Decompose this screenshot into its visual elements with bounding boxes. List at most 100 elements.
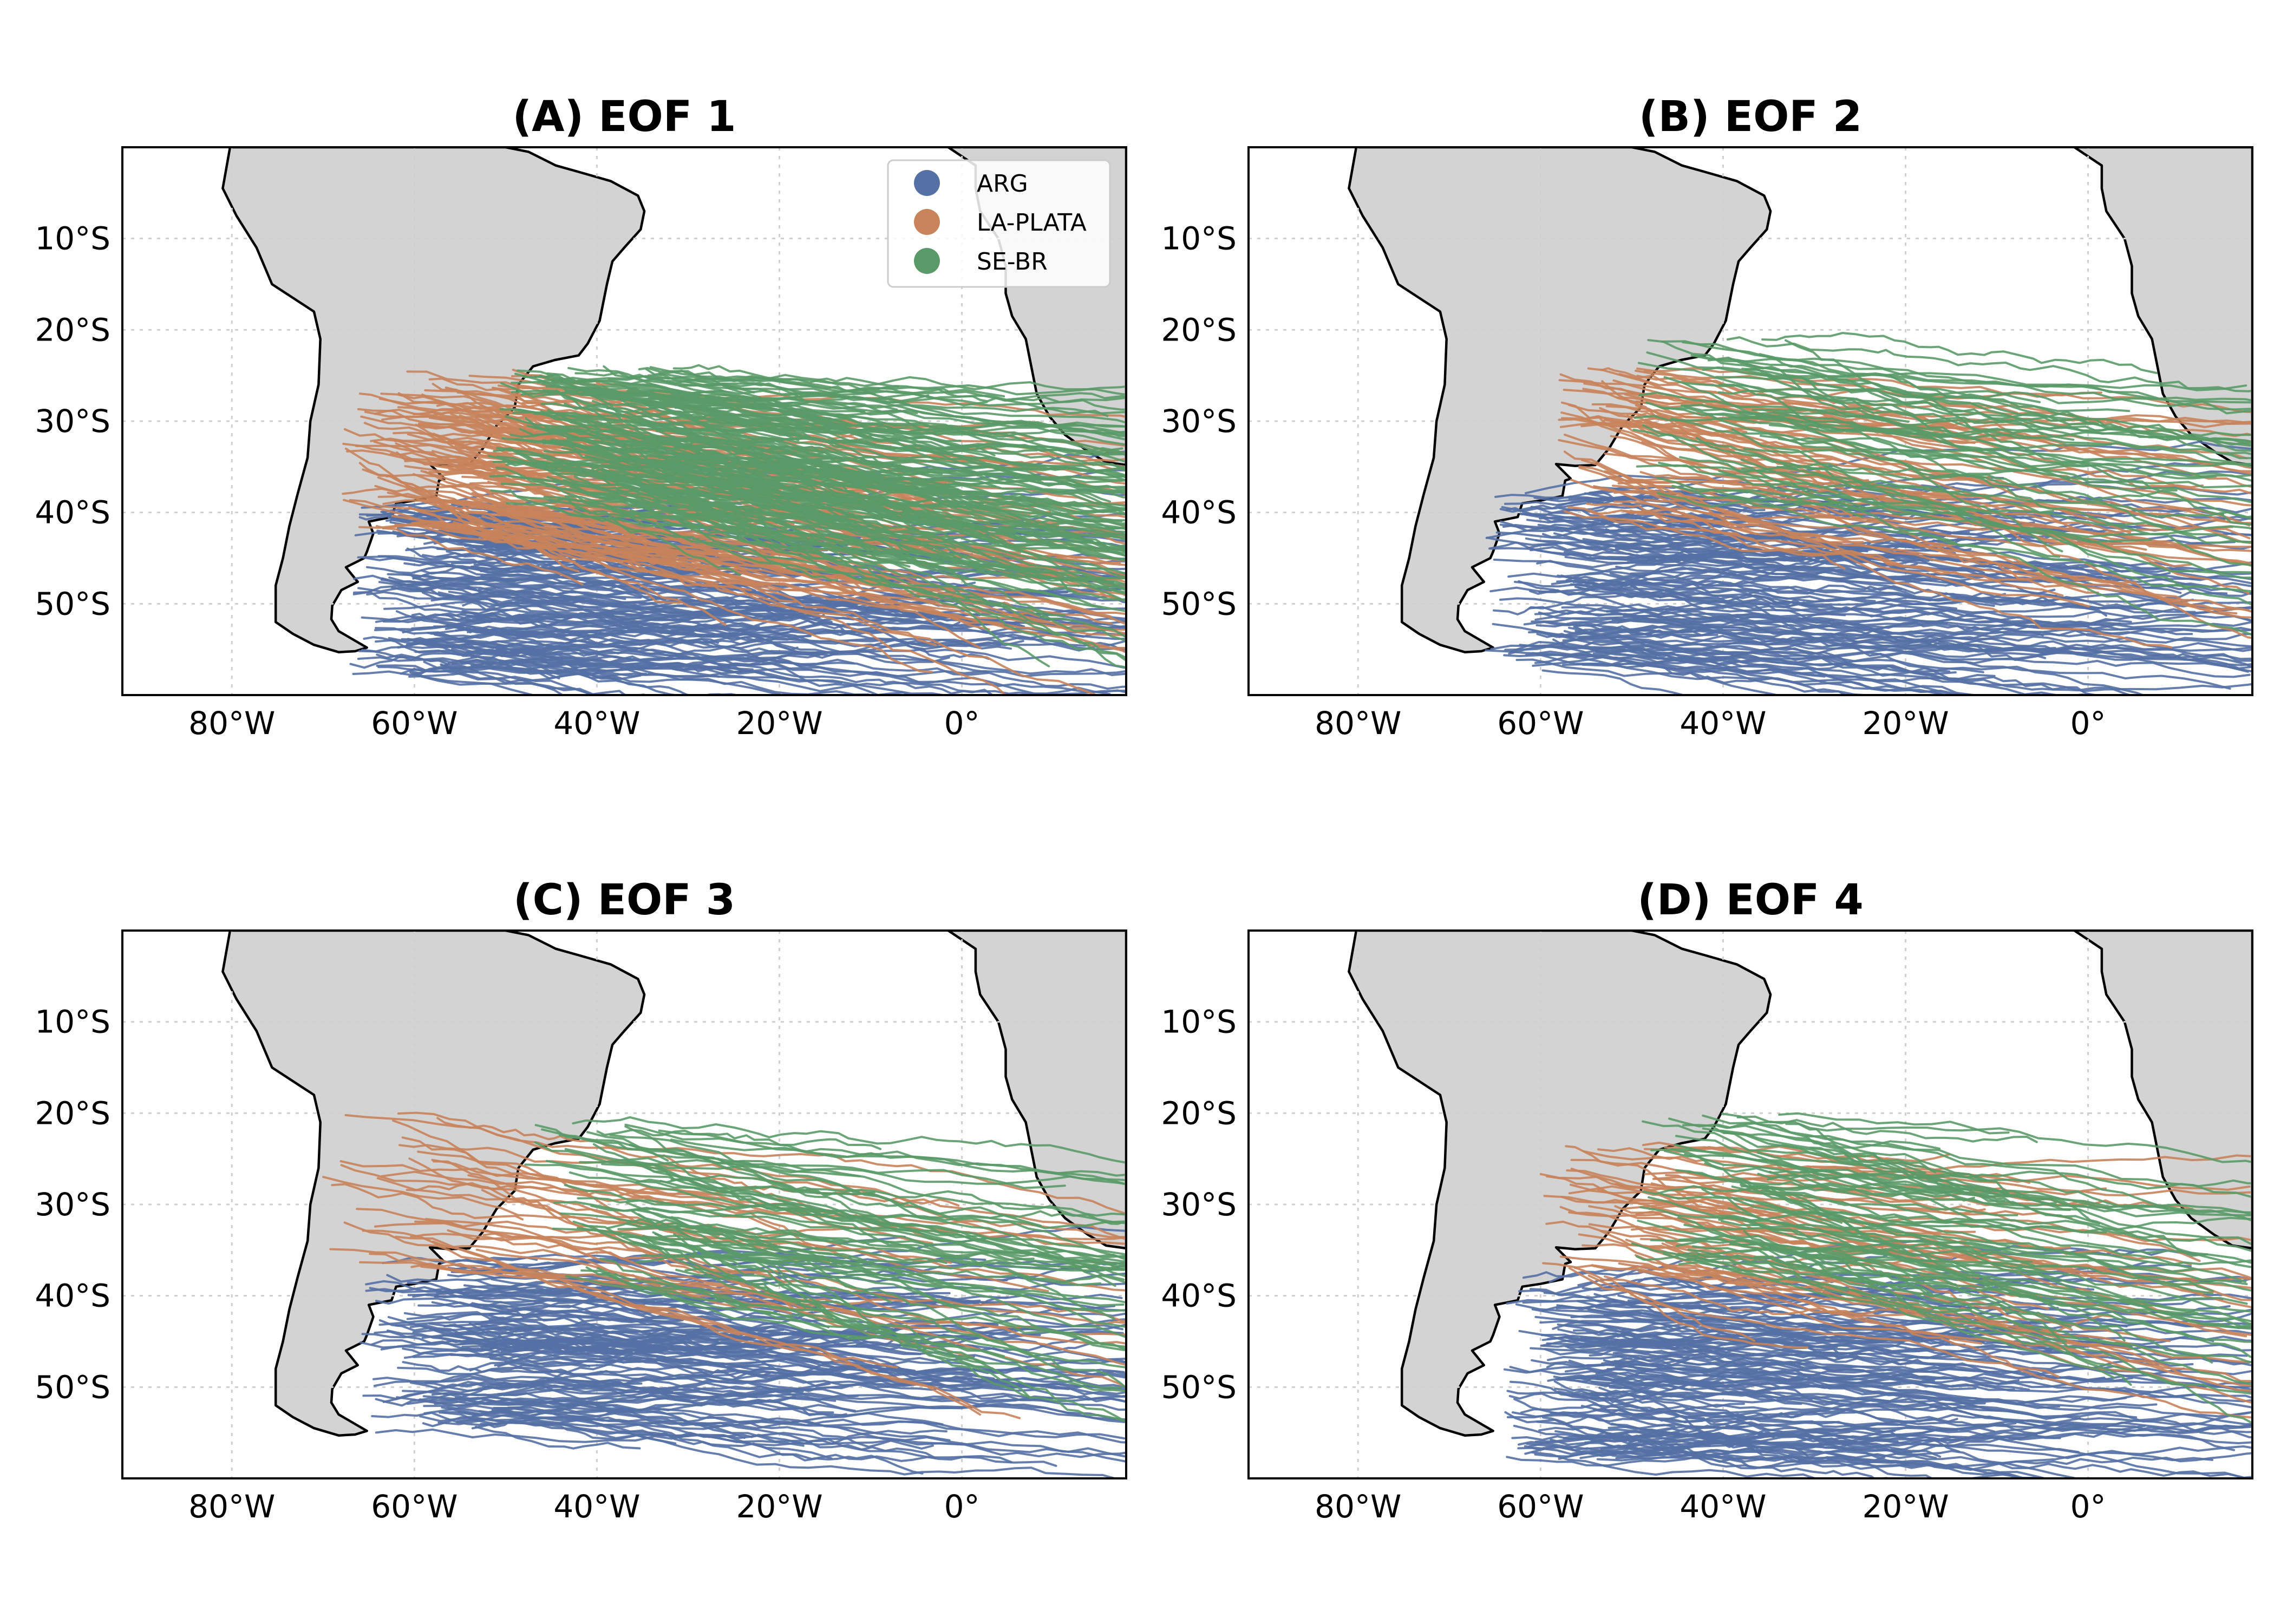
cyclone-track bbox=[572, 1116, 1126, 1164]
cyclone-track bbox=[625, 1201, 1126, 1348]
x-tick-label: 20°W bbox=[736, 705, 822, 742]
cyclone-track bbox=[1589, 556, 1860, 577]
cyclone-track bbox=[611, 461, 957, 549]
cyclone-track bbox=[1604, 453, 1986, 499]
x-tick-label: 0° bbox=[2070, 705, 2106, 742]
y-tick-label: 40°S bbox=[1161, 1278, 1237, 1314]
cyclone-track bbox=[358, 462, 493, 534]
cyclone-track bbox=[432, 1160, 831, 1320]
cyclone-track bbox=[1658, 461, 2252, 637]
cyclone-track bbox=[674, 406, 1126, 456]
cyclone-track bbox=[1563, 389, 2252, 428]
cyclone-track bbox=[434, 633, 949, 695]
cyclone-track bbox=[1571, 1392, 2158, 1411]
cyclone-track bbox=[1558, 379, 2252, 507]
south-america-land bbox=[1348, 147, 1772, 653]
cyclone-track bbox=[371, 1411, 1012, 1463]
cyclone-track bbox=[543, 450, 1126, 515]
cyclone-track bbox=[648, 486, 1126, 531]
cyclone-track bbox=[402, 1361, 770, 1390]
cyclone-track bbox=[1765, 1259, 2132, 1386]
cyclone-track bbox=[1579, 415, 1748, 434]
cyclone-track bbox=[1588, 1205, 2252, 1337]
panel-title: (C) EOF 3 bbox=[513, 876, 735, 925]
cyclone-track bbox=[636, 1162, 1126, 1278]
cyclone-track bbox=[1608, 475, 1869, 486]
cyclone-track bbox=[1531, 1451, 1893, 1478]
cyclone-track bbox=[534, 1141, 1115, 1320]
cyclone-track bbox=[1603, 1313, 1956, 1367]
cyclone-track bbox=[1510, 1380, 1942, 1458]
cyclone-track bbox=[1661, 340, 2252, 402]
cyclone-track bbox=[629, 509, 1126, 594]
cyclone-track bbox=[570, 391, 850, 418]
map-frame bbox=[1247, 929, 2253, 1479]
cyclone-track bbox=[1754, 1247, 2126, 1342]
cyclone-track bbox=[1545, 1220, 1779, 1263]
cyclone-track bbox=[1687, 1248, 2252, 1395]
cyclone-track bbox=[597, 1129, 882, 1150]
cyclone-track bbox=[1646, 351, 2099, 425]
cyclone-track bbox=[1585, 502, 1900, 566]
cyclone-track bbox=[586, 1131, 1126, 1224]
cyclone-track bbox=[352, 580, 677, 595]
cyclone-track bbox=[1499, 501, 1812, 530]
cyclone-track bbox=[463, 1273, 1126, 1298]
cyclone-track bbox=[1591, 1264, 2145, 1374]
x-tick-label: 20°W bbox=[1862, 705, 1949, 742]
cyclone-track bbox=[1568, 1267, 1808, 1349]
cyclone-track bbox=[436, 499, 937, 646]
cyclone-track bbox=[1648, 1204, 2192, 1266]
cyclone-track bbox=[1663, 376, 2252, 443]
cyclone-track bbox=[672, 417, 1126, 483]
cyclone-track bbox=[1503, 1368, 1721, 1384]
cyclone-track bbox=[677, 1227, 1126, 1351]
cyclone-track bbox=[658, 1129, 1126, 1182]
cyclone-track bbox=[504, 1361, 1126, 1423]
cyclone-track bbox=[457, 1411, 924, 1475]
cyclone-track bbox=[1591, 1359, 2159, 1400]
cyclone-track bbox=[331, 1183, 524, 1221]
cyclone-track bbox=[456, 1418, 1126, 1463]
cyclone-track bbox=[1663, 1253, 2115, 1379]
cyclone-track bbox=[1536, 560, 1903, 591]
cyclone-track bbox=[1676, 1234, 2252, 1266]
cyclone-track bbox=[1610, 527, 2194, 577]
cyclone-track bbox=[345, 447, 933, 673]
cyclone-track bbox=[375, 1297, 684, 1324]
cyclone-track bbox=[1635, 1210, 2215, 1294]
map-frame bbox=[1247, 146, 2253, 696]
x-tick-label: 40°W bbox=[1680, 1488, 1766, 1525]
cyclone-track bbox=[422, 1388, 1126, 1403]
cyclone-track bbox=[1702, 1114, 2252, 1199]
cyclone-track bbox=[655, 436, 1123, 453]
cyclone-track bbox=[490, 489, 741, 577]
legend-label: SE-BR bbox=[977, 248, 1048, 276]
cyclone-track bbox=[395, 1235, 1021, 1419]
cyclone-track bbox=[1650, 1272, 2060, 1378]
cyclone-track bbox=[613, 479, 1126, 662]
cyclone-track bbox=[564, 441, 1126, 557]
cyclone-track bbox=[1582, 662, 2252, 692]
cyclone-track bbox=[412, 473, 1008, 695]
gridlines bbox=[1249, 147, 2252, 695]
cyclone-track bbox=[1637, 1220, 2252, 1323]
cyclone-track bbox=[635, 1174, 1126, 1217]
cyclone-track bbox=[1524, 1411, 2252, 1454]
cyclone-track bbox=[1628, 645, 1957, 676]
x-tick-label: 80°W bbox=[188, 1488, 275, 1525]
cyclone-track bbox=[480, 1321, 879, 1338]
cyclone-track bbox=[654, 1233, 833, 1317]
cyclone-track bbox=[1615, 1353, 1937, 1383]
cyclone-track bbox=[622, 1236, 1126, 1423]
cyclone-track bbox=[626, 1222, 1126, 1271]
cyclone-track bbox=[1683, 405, 2252, 456]
x-tick-label: 80°W bbox=[1315, 705, 1401, 742]
cyclone-track bbox=[674, 443, 1126, 479]
cyclone-track bbox=[1513, 1424, 1945, 1469]
cyclone-track bbox=[1801, 1255, 2252, 1328]
cyclone-track bbox=[1743, 448, 2252, 467]
legend-label: ARG bbox=[977, 170, 1028, 198]
cyclone-track bbox=[564, 1148, 1066, 1189]
y-tick-label: 50°S bbox=[1161, 1368, 1237, 1405]
